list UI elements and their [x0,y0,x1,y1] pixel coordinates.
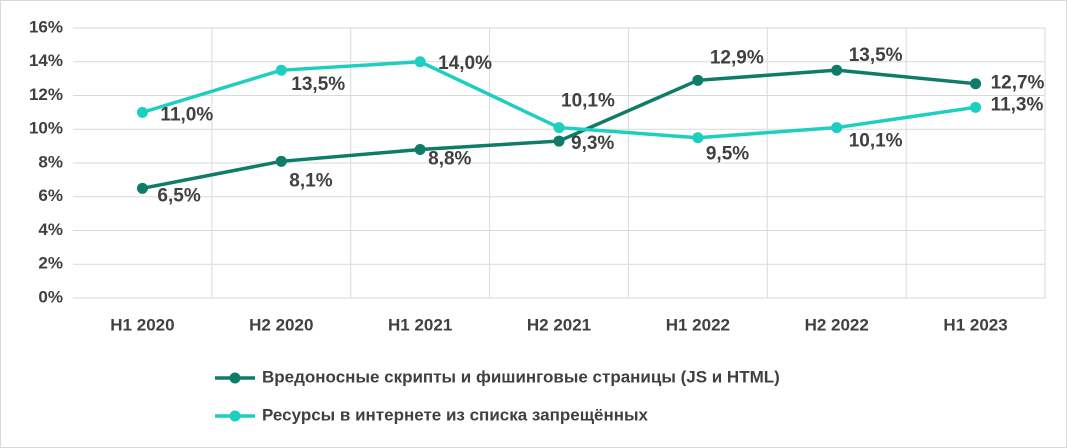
y-tick-label: 10% [29,119,63,138]
value-label: 9,3% [571,133,614,154]
legend-marker [229,410,241,422]
legend-label: Ресурсы в интернете из списка запрещённы… [262,405,649,424]
point [970,101,982,113]
y-tick-label: 14% [29,51,63,70]
value-label: 12,9% [710,47,764,68]
point [414,144,426,155]
y-tick-label: 6% [38,186,63,205]
x-tick-label: H1 2020 [110,315,174,334]
point [136,106,148,118]
point [553,135,565,147]
x-tick-label: H1 2023 [943,315,1007,334]
y-tick-label: 4% [38,220,63,239]
y-tick-label: 16% [29,17,63,36]
y-tick-label: 12% [29,85,63,104]
value-label: 12,7% [991,73,1045,94]
y-tick-label: 8% [38,152,63,171]
point [970,78,982,90]
point [275,155,287,167]
y-tick-label: 0% [38,287,63,306]
legend-label: Вредоносные скрипты и фишинговые страниц… [262,367,780,386]
value-label: 14,0% [438,53,492,74]
point [553,122,565,134]
value-label: 13,5% [291,74,345,95]
point [831,122,843,134]
value-label: 13,5% [849,45,903,66]
value-label: 11,3% [991,94,1044,115]
value-label: 11,0% [160,104,213,125]
point [136,182,148,194]
x-tick-label: H1 2022 [666,315,730,334]
y-tick-label: 2% [38,254,63,273]
point [692,74,704,86]
value-label: 10,1% [849,131,903,152]
x-tick-label: H2 2022 [805,315,869,334]
value-label: 8,8% [428,149,471,170]
value-label: 10,1% [561,91,615,112]
x-tick-label: H1 2021 [388,315,452,334]
x-tick-label: H2 2020 [249,315,313,334]
value-label: 6,5% [157,185,200,206]
value-label: 9,5% [706,144,749,165]
point [275,64,287,76]
legend-marker [229,372,241,384]
point [692,132,704,144]
point [831,64,843,76]
point [414,56,426,68]
value-label: 8,1% [289,170,332,191]
x-tick-label: H2 2021 [527,315,591,334]
